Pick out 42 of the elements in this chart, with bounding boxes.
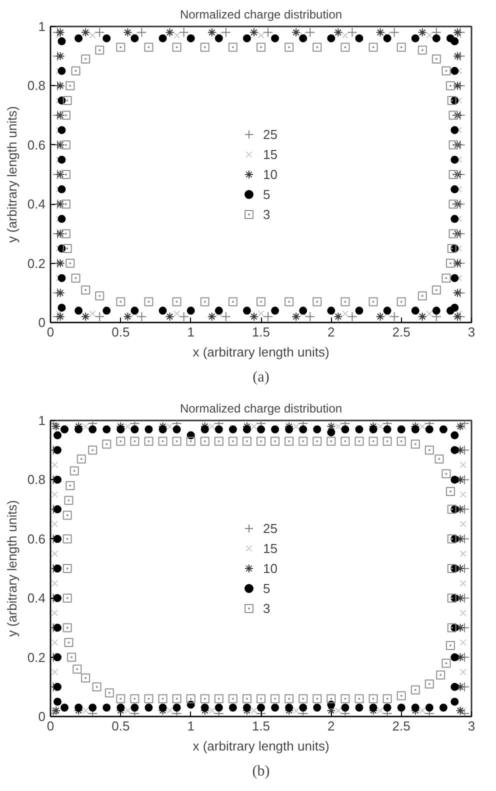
y-tick-label: 1 [38,19,46,34]
text: (a) [252,370,270,386]
legend-label: 25 [263,126,278,142]
text: (b) [252,764,270,780]
x-tick-label: 2.5 [392,324,410,340]
y-tick-label: 0.2 [27,256,46,271]
x-tick-label: 2 [328,324,335,340]
y-tick-label: 0.4 [27,590,46,606]
x-tick-label: 0.5 [112,324,130,340]
legend-label: 5 [263,186,272,202]
x-tick-label: 1 [187,324,194,340]
x-tick-label: 1.5 [252,718,270,734]
legend-label: 10 [263,166,278,182]
x-axis-title: x (arbitrary length units) [192,344,330,360]
y-tick-label: 0 [38,709,46,724]
y-tick-label: 0.4 [27,196,46,212]
legend-label: 5 [263,580,272,596]
x-tick-label: 1 [187,718,194,734]
legend-label: 3 [263,206,272,222]
legend-label: 3 [263,600,272,616]
chart-title: Normalized charge distribution [180,8,342,22]
legend-label: 25 [263,520,278,536]
y-tick-label: 0.6 [27,137,46,152]
x-axis-title: x (arbitrary length units) [192,738,330,754]
x-tick-label: 1.5 [252,324,270,340]
x-tick-label: 3 [468,324,476,340]
y-tick-label: 0.6 [27,531,46,546]
y-axis-title: y (arbitrary length units) [4,500,20,637]
y-tick-label: 0.8 [27,472,46,488]
legend-label: 10 [263,560,278,576]
x-tick-label: 0.5 [112,718,130,734]
legend-label: 15 [263,540,278,556]
x-tick-label: 2.5 [392,718,410,734]
chart-title: Normalized charge distribution [180,402,342,416]
y-axis-title: y (arbitrary length units) [4,106,20,243]
y-tick-label: 0.2 [27,650,46,665]
y-tick-label: 0 [38,315,46,330]
legend-label: 15 [263,146,278,162]
x-tick-label: 2 [328,718,335,734]
y-tick-label: 0.8 [27,78,46,94]
x-tick-label: 3 [468,718,476,734]
y-tick-label: 1 [38,413,46,428]
